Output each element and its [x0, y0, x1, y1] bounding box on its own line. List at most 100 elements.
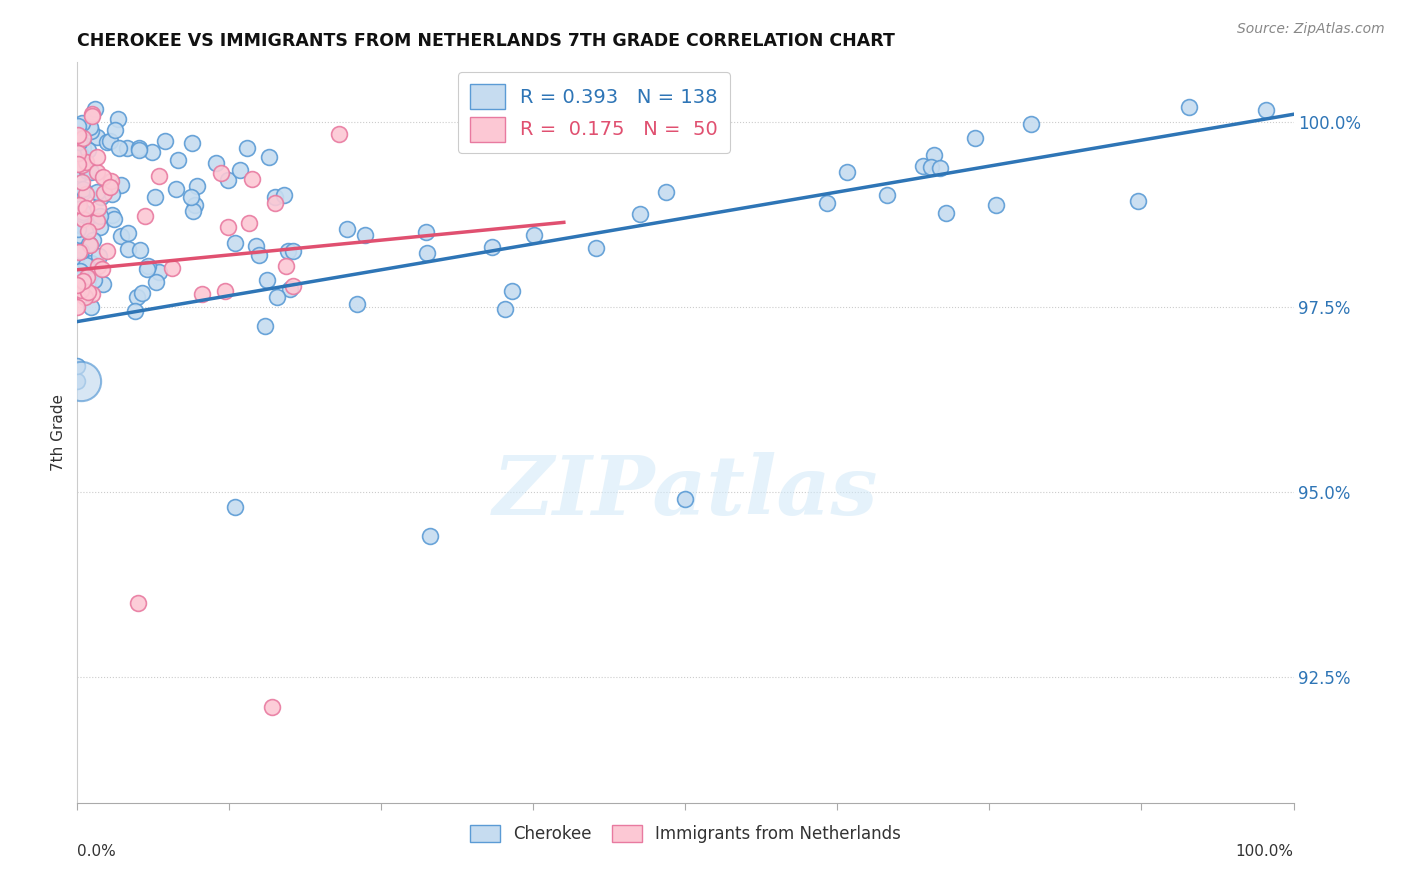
Point — [69, 244, 91, 259]
Point — [217, 220, 239, 235]
Point — [815, 195, 838, 210]
Point — [935, 205, 957, 219]
Point — [67, 142, 90, 156]
Point — [79, 214, 101, 228]
Point — [66, 140, 89, 154]
Point — [283, 244, 305, 259]
Y-axis label: 7th Grade: 7th Grade — [51, 394, 66, 471]
Point — [128, 243, 150, 257]
Point — [107, 112, 129, 127]
Point — [1254, 103, 1277, 117]
Point — [76, 224, 98, 238]
Point — [353, 228, 375, 243]
Point — [80, 107, 103, 121]
Point — [90, 262, 112, 277]
Point — [70, 284, 93, 298]
Point — [66, 374, 89, 388]
Point — [217, 173, 239, 187]
Point — [165, 182, 187, 196]
Point — [145, 275, 167, 289]
Text: CHEROKEE VS IMMIGRANTS FROM NETHERLANDS 7TH GRADE CORRELATION CHART: CHEROKEE VS IMMIGRANTS FROM NETHERLANDS … — [77, 32, 896, 50]
Point — [876, 188, 898, 202]
Text: 0.0%: 0.0% — [77, 844, 117, 858]
Point — [494, 301, 516, 316]
Point — [984, 197, 1007, 211]
Point — [72, 182, 94, 196]
Point — [93, 186, 115, 200]
Point — [66, 157, 89, 171]
Point — [83, 273, 105, 287]
Point — [98, 179, 121, 194]
Point — [245, 239, 267, 253]
Point — [75, 154, 97, 169]
Point — [70, 158, 93, 172]
Point — [204, 156, 226, 170]
Point — [69, 151, 91, 165]
Point — [190, 287, 212, 301]
Point — [69, 148, 91, 162]
Point — [69, 264, 91, 278]
Point — [110, 178, 132, 192]
Point — [86, 150, 108, 164]
Point — [76, 164, 98, 178]
Point — [69, 227, 91, 242]
Point — [501, 285, 523, 299]
Point — [346, 296, 368, 310]
Point — [66, 359, 89, 373]
Point — [79, 120, 101, 134]
Point — [69, 167, 91, 181]
Point — [153, 134, 176, 148]
Point — [224, 235, 246, 250]
Point — [416, 246, 439, 260]
Point — [181, 136, 204, 150]
Point — [67, 135, 90, 149]
Point — [238, 216, 260, 230]
Point — [127, 596, 149, 610]
Point — [125, 290, 148, 304]
Point — [82, 233, 104, 247]
Point — [1177, 100, 1199, 114]
Point — [481, 240, 503, 254]
Point — [214, 284, 236, 298]
Point — [77, 264, 100, 278]
Point — [86, 259, 108, 273]
Point — [80, 264, 103, 278]
Point — [86, 185, 108, 199]
Point — [73, 289, 96, 303]
Point — [415, 225, 437, 239]
Point — [117, 226, 139, 240]
Point — [72, 273, 94, 287]
Point — [264, 195, 287, 210]
Point — [110, 229, 132, 244]
Point — [229, 162, 252, 177]
Point — [76, 164, 98, 178]
Point — [67, 252, 90, 267]
Point — [277, 244, 299, 258]
Point — [186, 179, 208, 194]
Point — [87, 249, 110, 263]
Point — [75, 201, 97, 215]
Point — [148, 169, 170, 183]
Point — [585, 241, 607, 255]
Point — [80, 287, 103, 301]
Point — [166, 153, 188, 167]
Point — [148, 265, 170, 279]
Point — [66, 119, 89, 133]
Point — [89, 209, 111, 223]
Point — [523, 227, 546, 242]
Point — [80, 300, 103, 314]
Point — [90, 190, 112, 204]
Point — [66, 221, 89, 235]
Point — [128, 141, 150, 155]
Point — [281, 278, 304, 293]
Point — [1126, 194, 1149, 208]
Point — [419, 529, 441, 543]
Point — [86, 130, 108, 145]
Point — [675, 492, 697, 507]
Point — [336, 222, 359, 236]
Point — [69, 181, 91, 195]
Point — [259, 150, 281, 164]
Point — [80, 256, 103, 270]
Point — [89, 219, 111, 234]
Point — [136, 262, 159, 277]
